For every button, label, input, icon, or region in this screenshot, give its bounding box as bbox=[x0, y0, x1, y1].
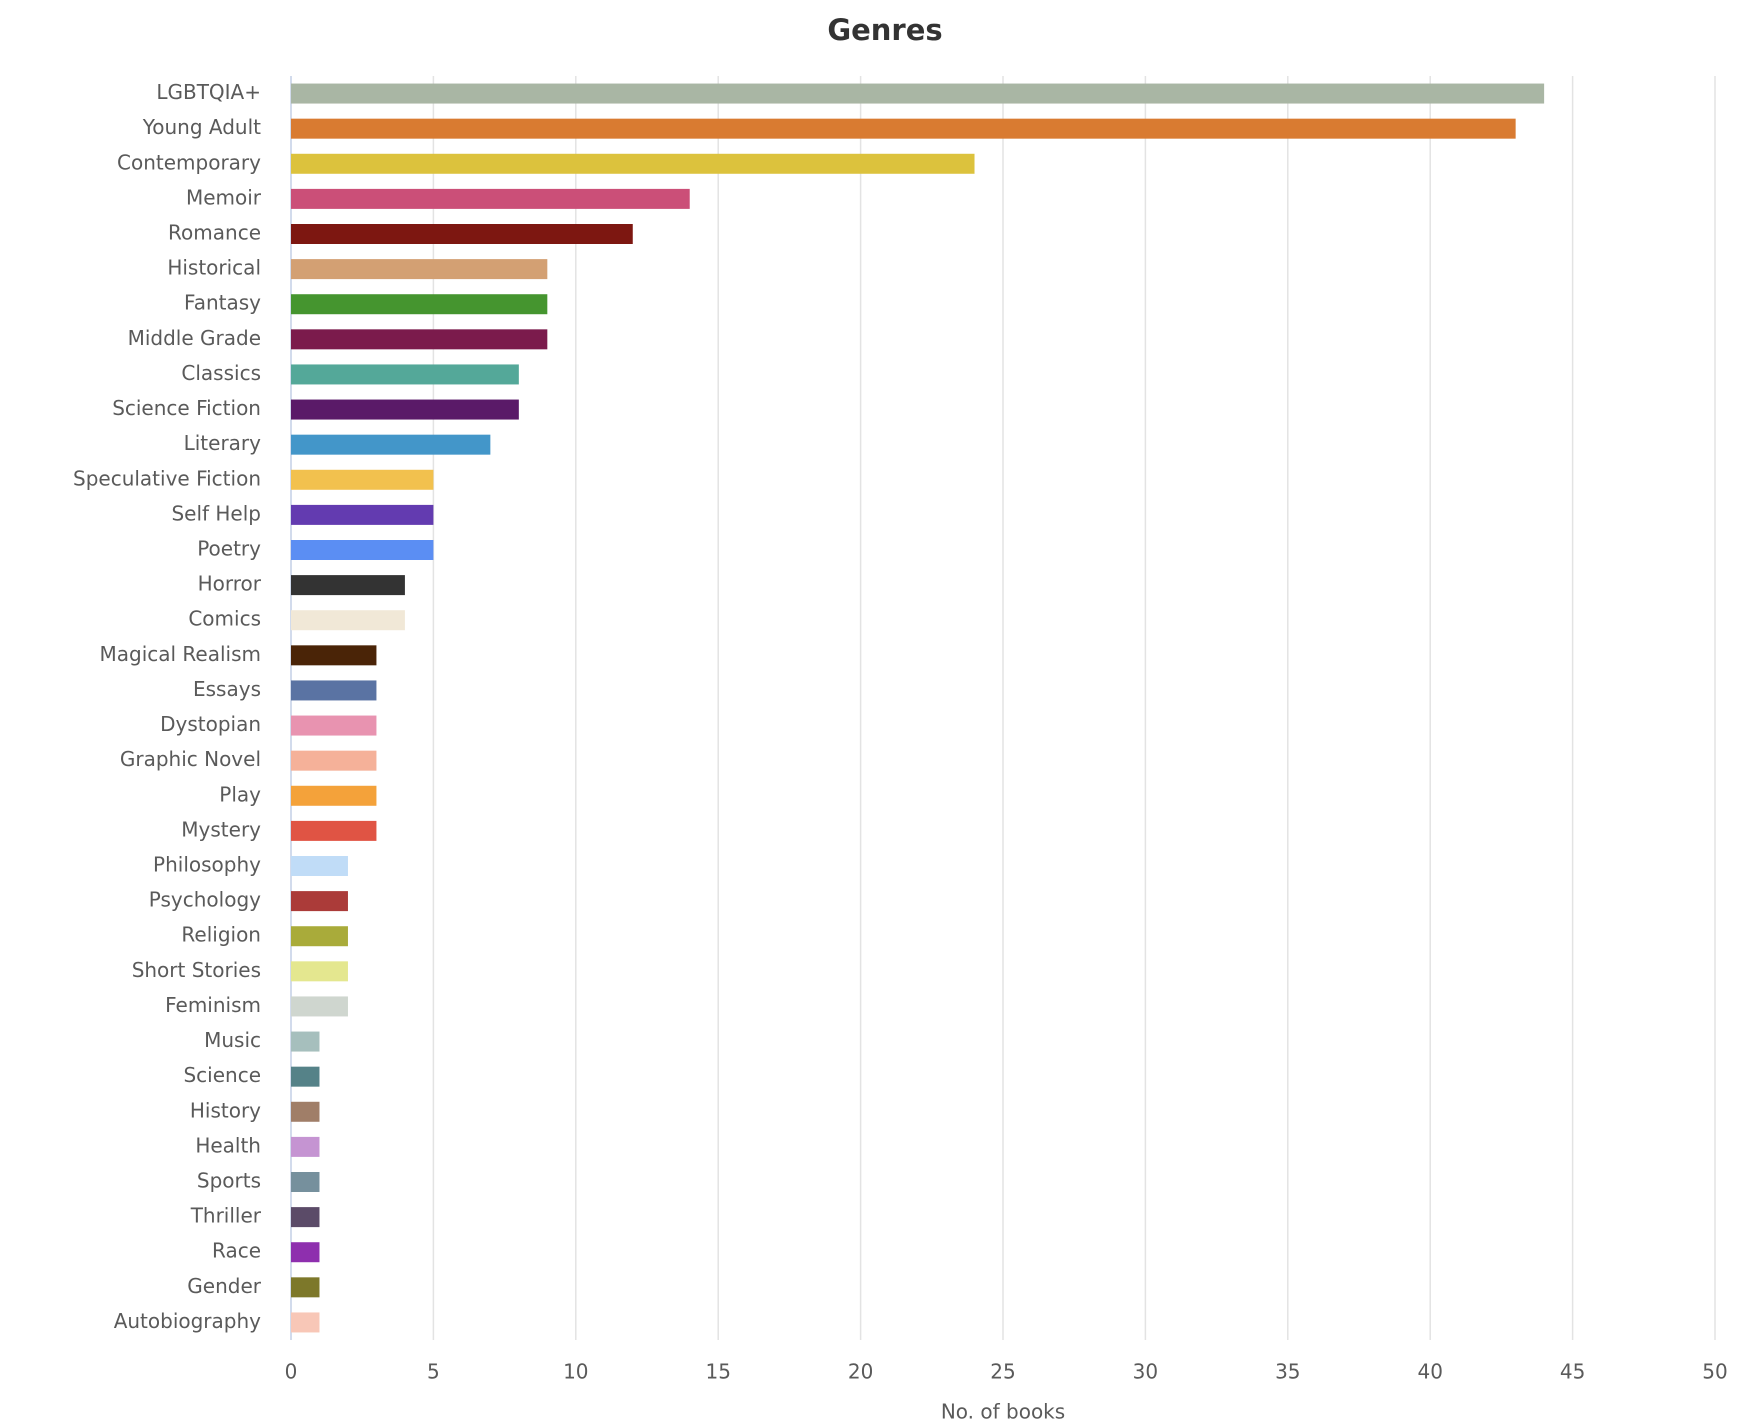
x-axis-label: No. of books bbox=[941, 1400, 1065, 1424]
bar bbox=[291, 1277, 320, 1298]
bar bbox=[291, 259, 548, 280]
bar bbox=[291, 1172, 320, 1192]
y-tick-label: Historical bbox=[167, 256, 261, 280]
y-tick-label: Mystery bbox=[181, 817, 261, 841]
y-tick-label: Classics bbox=[181, 361, 261, 385]
y-tick-label: Fantasy bbox=[184, 291, 261, 315]
y-tick-label: Race bbox=[212, 1239, 261, 1263]
y-tick-label: Feminism bbox=[165, 993, 261, 1017]
y-tick-label: Middle Grade bbox=[128, 326, 261, 350]
y-tick-label: Music bbox=[204, 1028, 261, 1052]
y-tick-label: Philosophy bbox=[153, 853, 261, 877]
y-tick-label: Young Adult bbox=[142, 115, 261, 139]
x-tick-label: 0 bbox=[285, 1360, 298, 1384]
bar bbox=[291, 1136, 320, 1157]
bar bbox=[291, 610, 405, 631]
y-tick-label: History bbox=[190, 1098, 261, 1122]
y-tick-label: Religion bbox=[181, 923, 261, 947]
bar bbox=[291, 399, 519, 420]
bar bbox=[291, 1207, 320, 1228]
bar bbox=[291, 504, 434, 525]
bar bbox=[291, 645, 377, 666]
x-tick-label: 40 bbox=[1417, 1360, 1442, 1384]
x-tick-label: 5 bbox=[427, 1360, 440, 1384]
y-tick-label: Health bbox=[195, 1133, 261, 1157]
y-tick-label: Poetry bbox=[197, 537, 261, 561]
bar bbox=[291, 891, 348, 912]
bar bbox=[291, 1312, 320, 1333]
y-tick-label: Play bbox=[219, 782, 261, 806]
bar bbox=[291, 364, 519, 385]
y-tick-label: Literary bbox=[184, 431, 262, 455]
chart-title: Genres bbox=[827, 13, 942, 47]
bar bbox=[291, 961, 348, 982]
y-tick-label: Memoir bbox=[186, 185, 262, 209]
y-tick-label: Essays bbox=[193, 677, 261, 701]
y-tick-label: Science Fiction bbox=[112, 396, 261, 420]
bar bbox=[291, 926, 348, 947]
bar bbox=[291, 118, 1516, 139]
y-tick-label: LGBTQIA+ bbox=[156, 80, 261, 104]
y-tick-label: Short Stories bbox=[132, 958, 261, 982]
bar bbox=[291, 1066, 320, 1087]
y-tick-label: Contemporary bbox=[117, 150, 261, 174]
bar bbox=[291, 750, 377, 771]
y-tick-label: Horror bbox=[198, 572, 262, 596]
bar bbox=[291, 188, 690, 209]
bar bbox=[291, 856, 348, 876]
bar bbox=[291, 715, 377, 736]
y-tick-label: Sports bbox=[197, 1169, 261, 1193]
bar bbox=[291, 1242, 320, 1263]
bar bbox=[291, 1101, 320, 1122]
bar bbox=[291, 329, 548, 350]
x-tick-label: 45 bbox=[1560, 1360, 1585, 1384]
x-tick-label: 15 bbox=[705, 1360, 730, 1384]
bar bbox=[291, 153, 975, 174]
y-tick-label: Magical Realism bbox=[99, 642, 261, 666]
y-tick-label: Thriller bbox=[190, 1204, 262, 1228]
y-tick-label: Gender bbox=[187, 1274, 261, 1298]
y-tick-label: Science bbox=[183, 1063, 261, 1087]
bar bbox=[291, 680, 377, 701]
bar bbox=[291, 469, 434, 490]
bar bbox=[291, 575, 405, 596]
y-tick-label: Autobiography bbox=[114, 1309, 261, 1333]
y-tick-label: Self Help bbox=[171, 501, 261, 525]
x-tick-label: 35 bbox=[1275, 1360, 1300, 1384]
y-tick-label: Romance bbox=[168, 221, 261, 245]
bar bbox=[291, 83, 1545, 104]
x-tick-label: 30 bbox=[1133, 1360, 1158, 1384]
y-tick-label: Speculative Fiction bbox=[73, 466, 261, 490]
y-tick-label: Comics bbox=[188, 607, 261, 631]
x-tick-label: 50 bbox=[1702, 1360, 1727, 1384]
bar bbox=[291, 1031, 320, 1052]
bar bbox=[291, 224, 633, 244]
x-tick-label: 10 bbox=[563, 1360, 588, 1384]
bar bbox=[291, 996, 348, 1017]
bar bbox=[291, 294, 548, 315]
y-tick-label: Psychology bbox=[149, 888, 261, 912]
x-tick-label: 25 bbox=[990, 1360, 1015, 1384]
x-tick-label: 20 bbox=[848, 1360, 873, 1384]
bar bbox=[291, 785, 377, 806]
bar bbox=[291, 434, 491, 455]
y-tick-label: Graphic Novel bbox=[120, 747, 261, 771]
bar bbox=[291, 540, 434, 560]
y-tick-label: Dystopian bbox=[160, 712, 261, 736]
bar bbox=[291, 820, 377, 841]
